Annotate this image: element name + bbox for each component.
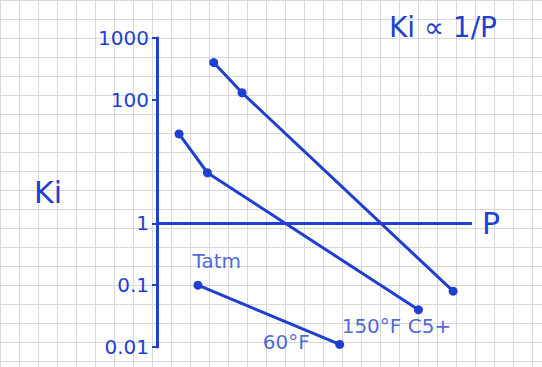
svg-text:1: 1	[136, 211, 149, 235]
svg-text:Ki: Ki	[34, 175, 62, 210]
svg-text:1000: 1000	[98, 26, 149, 50]
svg-text:150°F C5+: 150°F C5+	[342, 314, 451, 338]
svg-text:Tatm: Tatm	[192, 249, 242, 273]
svg-text:0.01: 0.01	[104, 335, 149, 359]
svg-text:0.1: 0.1	[117, 273, 149, 297]
svg-text:100: 100	[111, 88, 149, 112]
svg-text:P: P	[482, 206, 500, 241]
svg-text:Ki ∝ 1/P: Ki ∝ 1/P	[389, 11, 497, 44]
svg-text:60°F: 60°F	[263, 330, 310, 354]
